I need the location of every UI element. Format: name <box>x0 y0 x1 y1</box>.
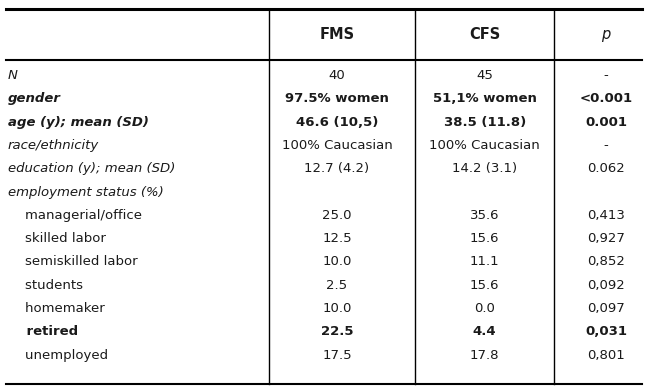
Text: 22.5: 22.5 <box>321 325 353 338</box>
Text: 0,097: 0,097 <box>587 302 625 315</box>
Text: 97.5% women: 97.5% women <box>285 92 389 106</box>
Text: age (y); mean (SD): age (y); mean (SD) <box>8 116 148 129</box>
Text: unemployed: unemployed <box>8 348 108 362</box>
Text: N: N <box>8 69 17 82</box>
Text: -: - <box>603 69 608 82</box>
Text: 0,031: 0,031 <box>585 325 627 338</box>
Text: 51,1% women: 51,1% women <box>433 92 537 106</box>
Text: gender: gender <box>8 92 61 106</box>
Text: 2.5: 2.5 <box>327 279 347 292</box>
Text: p: p <box>601 27 610 42</box>
Text: retired: retired <box>8 325 78 338</box>
Text: 0.062: 0.062 <box>587 162 625 175</box>
Text: 17.8: 17.8 <box>470 348 500 362</box>
Text: 10.0: 10.0 <box>322 302 352 315</box>
Text: 40: 40 <box>329 69 345 82</box>
Text: managerial/office: managerial/office <box>8 209 142 222</box>
Text: employment status (%): employment status (%) <box>8 185 163 199</box>
Text: semiskilled labor: semiskilled labor <box>8 255 137 268</box>
Text: FMS: FMS <box>319 27 354 42</box>
Text: 15.6: 15.6 <box>470 232 500 245</box>
Text: homemaker: homemaker <box>8 302 104 315</box>
Text: 0,413: 0,413 <box>587 209 625 222</box>
Text: CFS: CFS <box>469 27 500 42</box>
Text: -: - <box>603 139 608 152</box>
Text: <0.001: <0.001 <box>579 92 632 106</box>
Text: 0.0: 0.0 <box>474 302 495 315</box>
Text: 46.6 (10,5): 46.6 (10,5) <box>295 116 378 129</box>
Text: 38.5 (11.8): 38.5 (11.8) <box>444 116 526 129</box>
Text: 0.001: 0.001 <box>585 116 627 129</box>
Text: 4.4: 4.4 <box>473 325 496 338</box>
Text: 100% Caucasian: 100% Caucasian <box>430 139 540 152</box>
Text: students: students <box>8 279 83 292</box>
Text: 14.2 (3.1): 14.2 (3.1) <box>452 162 517 175</box>
Text: 25.0: 25.0 <box>322 209 352 222</box>
Text: 17.5: 17.5 <box>322 348 352 362</box>
Text: 100% Caucasian: 100% Caucasian <box>282 139 392 152</box>
Text: 35.6: 35.6 <box>470 209 500 222</box>
Text: 12.5: 12.5 <box>322 232 352 245</box>
Text: skilled labor: skilled labor <box>8 232 106 245</box>
Text: 0,927: 0,927 <box>587 232 625 245</box>
Text: 0,092: 0,092 <box>587 279 625 292</box>
Text: 11.1: 11.1 <box>470 255 500 268</box>
Text: race/ethnicity: race/ethnicity <box>8 139 99 152</box>
Text: education (y); mean (SD): education (y); mean (SD) <box>8 162 175 175</box>
Text: 10.0: 10.0 <box>322 255 352 268</box>
Text: 0,852: 0,852 <box>587 255 625 268</box>
Text: 0,801: 0,801 <box>587 348 625 362</box>
Text: 12.7 (4.2): 12.7 (4.2) <box>305 162 369 175</box>
Text: 45: 45 <box>476 69 493 82</box>
Text: 15.6: 15.6 <box>470 279 500 292</box>
